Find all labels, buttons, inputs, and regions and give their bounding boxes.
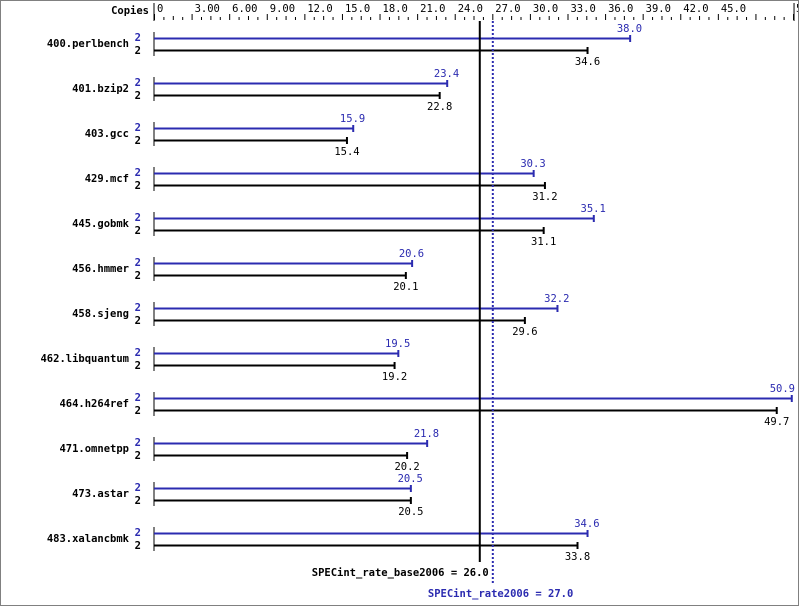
benchmark-label: 400.perlbench bbox=[47, 38, 129, 50]
peak-copies: 2 bbox=[135, 167, 141, 179]
base-copies: 2 bbox=[135, 315, 141, 327]
base-value-label: 31.1 bbox=[531, 236, 556, 248]
base-copies: 2 bbox=[135, 45, 141, 57]
peak-copies: 2 bbox=[135, 527, 141, 539]
base-value-label: 29.6 bbox=[512, 326, 537, 338]
peak-copies: 2 bbox=[135, 302, 141, 314]
x-tick-label: 27.0 bbox=[495, 3, 520, 15]
base-copies: 2 bbox=[135, 90, 141, 102]
benchmark-label: 462.libquantum bbox=[40, 353, 129, 365]
peak-copies: 2 bbox=[135, 482, 141, 494]
peak-copies: 2 bbox=[135, 392, 141, 404]
peak-value-label: 30.3 bbox=[520, 158, 545, 170]
base-value-label: 33.8 bbox=[565, 551, 590, 563]
base-value-label: 19.2 bbox=[382, 371, 407, 383]
peak-copies: 2 bbox=[135, 212, 141, 224]
benchmark-label: 403.gcc bbox=[85, 128, 129, 140]
base-value-label: 20.1 bbox=[393, 281, 418, 293]
x-tick-label: 12.0 bbox=[307, 3, 332, 15]
base-copies: 2 bbox=[135, 180, 141, 192]
benchmark-label: 456.hmmer bbox=[72, 263, 129, 275]
peak-copies: 2 bbox=[135, 32, 141, 44]
base-copies: 2 bbox=[135, 360, 141, 372]
peak-copies: 2 bbox=[135, 122, 141, 134]
x-tick-label: 33.0 bbox=[570, 3, 595, 15]
peak-value-label: 19.5 bbox=[385, 338, 410, 350]
benchmark-label: 401.bzip2 bbox=[72, 83, 129, 95]
peak-value-label: 35.1 bbox=[581, 203, 606, 215]
peak-value-label: 20.5 bbox=[398, 473, 423, 485]
base-copies: 2 bbox=[135, 405, 141, 417]
base-value-label: 31.2 bbox=[532, 191, 557, 203]
x-tick-label: 21.0 bbox=[420, 3, 445, 15]
base-value-label: 22.8 bbox=[427, 101, 452, 113]
x-tick-label: 39.0 bbox=[646, 3, 671, 15]
peak-value-label: 50.9 bbox=[770, 383, 795, 395]
benchmark-label: 445.gobmk bbox=[72, 218, 130, 230]
benchmark-label: 429.mcf bbox=[85, 173, 129, 185]
peak-copies: 2 bbox=[135, 347, 141, 359]
x-tick-label: 15.0 bbox=[345, 3, 370, 15]
benchmark-label: 483.xalancbmk bbox=[47, 533, 130, 545]
benchmark-label: 471.omnetpp bbox=[59, 443, 129, 455]
x-tick-label: 45.0 bbox=[721, 3, 746, 15]
peak-value-label: 32.2 bbox=[544, 293, 569, 305]
base-value-label: 15.4 bbox=[334, 146, 359, 158]
peak-copies: 2 bbox=[135, 77, 141, 89]
x-tick-label: 30.0 bbox=[533, 3, 558, 15]
base-copies: 2 bbox=[135, 450, 141, 462]
x-tick-label: 18.0 bbox=[383, 3, 408, 15]
peak-value-label: 20.6 bbox=[399, 248, 424, 260]
copies-header: Copies bbox=[111, 5, 149, 17]
base-reference-label: SPECint_rate_base2006 = 26.0 bbox=[312, 567, 489, 579]
x-tick-label: 0 bbox=[157, 3, 163, 15]
x-tick-label: 6.00 bbox=[232, 3, 257, 15]
base-value-label: 34.6 bbox=[575, 56, 600, 68]
base-value-label: 49.7 bbox=[764, 416, 789, 428]
base-copies: 2 bbox=[135, 135, 141, 147]
peak-value-label: 21.8 bbox=[414, 428, 439, 440]
peak-value-label: 23.4 bbox=[434, 68, 459, 80]
benchmark-label: 473.astar bbox=[72, 488, 129, 500]
x-tick-label: 36.0 bbox=[608, 3, 633, 15]
base-value-label: 20.5 bbox=[398, 506, 423, 518]
peak-value-label: 34.6 bbox=[574, 518, 599, 530]
benchmark-label: 458.sjeng bbox=[72, 308, 129, 320]
peak-value-label: 38.0 bbox=[617, 23, 642, 35]
x-tick-label: 9.00 bbox=[270, 3, 295, 15]
x-tick-label: 51.0 bbox=[796, 3, 798, 15]
x-tick-label: 3.00 bbox=[195, 3, 220, 15]
peak-copies: 2 bbox=[135, 257, 141, 269]
x-tick-label: 42.0 bbox=[683, 3, 708, 15]
peak-reference-label: SPECint_rate2006 = 27.0 bbox=[428, 588, 573, 600]
base-copies: 2 bbox=[135, 270, 141, 282]
base-copies: 2 bbox=[135, 540, 141, 552]
base-value-label: 20.2 bbox=[394, 461, 419, 473]
benchmark-label: 464.h264ref bbox=[59, 398, 129, 410]
peak-value-label: 15.9 bbox=[340, 113, 365, 125]
base-copies: 2 bbox=[135, 225, 141, 237]
base-copies: 2 bbox=[135, 495, 141, 507]
x-tick-label: 24.0 bbox=[458, 3, 483, 15]
peak-copies: 2 bbox=[135, 437, 141, 449]
